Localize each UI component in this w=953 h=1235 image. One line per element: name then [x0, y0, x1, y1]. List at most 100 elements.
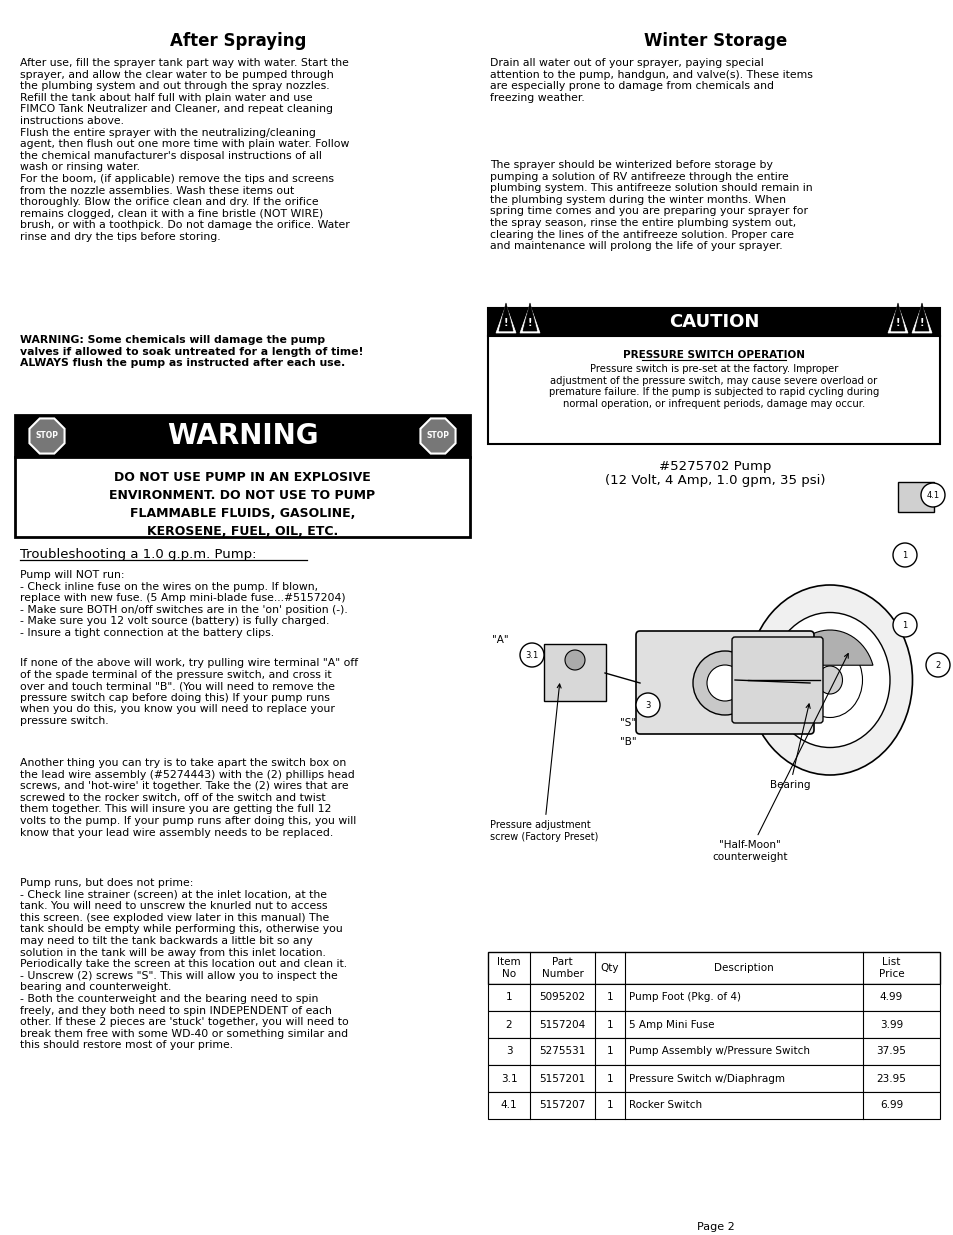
Ellipse shape — [797, 642, 862, 718]
Circle shape — [706, 664, 742, 701]
Text: 2: 2 — [505, 1020, 512, 1030]
Text: 5275531: 5275531 — [538, 1046, 585, 1056]
Bar — [488, 308, 939, 336]
Circle shape — [920, 483, 944, 508]
Text: "S": "S" — [619, 718, 636, 727]
Circle shape — [519, 643, 543, 667]
Text: Winter Storage: Winter Storage — [643, 32, 786, 49]
Circle shape — [564, 650, 584, 671]
Text: !: ! — [527, 317, 532, 329]
Text: 3: 3 — [505, 1046, 512, 1056]
Text: 4.1: 4.1 — [500, 1100, 517, 1110]
Text: Item
No: Item No — [497, 957, 520, 979]
Text: After Spraying: After Spraying — [171, 32, 306, 49]
Text: 1: 1 — [606, 1046, 613, 1056]
Text: Pressure adjustment
screw (Factory Preset): Pressure adjustment screw (Factory Prese… — [490, 684, 598, 841]
Text: If none of the above will work, try pulling wire terminal "A" off
of the spade t: If none of the above will work, try pull… — [20, 658, 357, 726]
Text: 5157201: 5157201 — [538, 1073, 585, 1083]
Text: Pump runs, but does not prime:
- Check line strainer (screen) at the inlet locat: Pump runs, but does not prime: - Check l… — [20, 878, 349, 1051]
Text: Pump will NOT run:
- Check inline fuse on the wires on the pump. If blown,
repla: Pump will NOT run: - Check inline fuse o… — [20, 571, 348, 638]
Text: !: ! — [895, 317, 900, 329]
Bar — [15, 415, 470, 457]
Text: Description: Description — [714, 963, 773, 973]
Ellipse shape — [747, 585, 911, 776]
Text: 5157207: 5157207 — [538, 1100, 585, 1110]
Text: Another thing you can try is to take apart the switch box on
the lead wire assem: Another thing you can try is to take apa… — [20, 758, 355, 837]
Text: Qty: Qty — [600, 963, 618, 973]
Text: !: ! — [503, 317, 508, 329]
Text: 2: 2 — [934, 661, 940, 669]
Text: Rocker Switch: Rocker Switch — [628, 1100, 701, 1110]
Text: "A": "A" — [492, 635, 508, 645]
Text: #5275702 Pump: #5275702 Pump — [659, 459, 770, 473]
Bar — [15, 457, 470, 537]
Bar — [488, 1092, 939, 1119]
Text: Part
Number: Part Number — [541, 957, 583, 979]
Text: 5157204: 5157204 — [538, 1020, 585, 1030]
Text: Bearing: Bearing — [769, 704, 810, 790]
Polygon shape — [887, 305, 907, 333]
Text: !: ! — [919, 317, 923, 329]
Text: Pressure Switch w/Diaphragm: Pressure Switch w/Diaphragm — [628, 1073, 784, 1083]
Polygon shape — [786, 630, 872, 666]
Text: 3.1: 3.1 — [525, 651, 538, 659]
Text: 5 Amp Mini Fuse: 5 Amp Mini Fuse — [628, 1020, 714, 1030]
Text: The sprayer should be winterized before storage by
pumping a solution of RV anti: The sprayer should be winterized before … — [490, 161, 812, 251]
Text: List
Price: List Price — [878, 957, 903, 979]
FancyBboxPatch shape — [543, 643, 605, 701]
Text: 1: 1 — [606, 1100, 613, 1110]
Text: KEROSENE, FUEL, OIL, ETC.: KEROSENE, FUEL, OIL, ETC. — [147, 525, 337, 538]
Text: 4.99: 4.99 — [879, 993, 902, 1003]
Text: 1: 1 — [606, 1020, 613, 1030]
FancyBboxPatch shape — [731, 637, 822, 722]
Text: Pump Assembly w/Pressure Switch: Pump Assembly w/Pressure Switch — [628, 1046, 809, 1056]
Text: After use, fill the sprayer tank part way with water. Start the
sprayer, and all: After use, fill the sprayer tank part wa… — [20, 58, 350, 242]
Bar — [488, 336, 939, 445]
FancyBboxPatch shape — [636, 631, 813, 734]
Text: 1: 1 — [606, 993, 613, 1003]
Text: WARNING: WARNING — [167, 422, 318, 450]
Polygon shape — [890, 303, 904, 331]
Text: 3.99: 3.99 — [879, 1020, 902, 1030]
Text: Pressure switch is pre-set at the factory. Improper
adjustment of the pressure s: Pressure switch is pre-set at the factor… — [548, 364, 879, 409]
Polygon shape — [496, 305, 516, 333]
Circle shape — [692, 651, 757, 715]
Text: Troubleshooting a 1.0 g.p.m. Pump:: Troubleshooting a 1.0 g.p.m. Pump: — [20, 548, 256, 561]
Polygon shape — [911, 305, 931, 333]
Text: CAUTION: CAUTION — [668, 312, 759, 331]
Text: 1: 1 — [902, 551, 906, 559]
Text: "Half-Moon"
counterweight: "Half-Moon" counterweight — [712, 653, 847, 862]
Polygon shape — [914, 303, 928, 331]
Ellipse shape — [817, 666, 841, 694]
Text: 1: 1 — [902, 620, 906, 630]
Circle shape — [925, 653, 949, 677]
Text: 4.1: 4.1 — [925, 490, 939, 499]
Text: Drain all water out of your sprayer, paying special
attention to the pump, handg: Drain all water out of your sprayer, pay… — [490, 58, 812, 103]
Text: 6.99: 6.99 — [879, 1100, 902, 1110]
Text: STOP: STOP — [35, 431, 58, 441]
Circle shape — [892, 543, 916, 567]
Circle shape — [892, 613, 916, 637]
Circle shape — [636, 693, 659, 718]
Text: 37.95: 37.95 — [876, 1046, 905, 1056]
Bar — [488, 952, 939, 984]
Text: STOP: STOP — [426, 431, 449, 441]
Text: FLAMMABLE FLUIDS, GASOLINE,: FLAMMABLE FLUIDS, GASOLINE, — [130, 508, 355, 520]
Bar — [488, 1011, 939, 1037]
Text: 1: 1 — [606, 1073, 613, 1083]
Polygon shape — [519, 305, 539, 333]
Bar — [488, 984, 939, 1011]
FancyBboxPatch shape — [897, 482, 933, 513]
Text: 1: 1 — [505, 993, 512, 1003]
Polygon shape — [522, 303, 537, 331]
Text: ENVIRONMENT. DO NOT USE TO PUMP: ENVIRONMENT. DO NOT USE TO PUMP — [110, 489, 375, 501]
Text: DO NOT USE PUMP IN AN EXPLOSIVE: DO NOT USE PUMP IN AN EXPLOSIVE — [114, 471, 371, 484]
Bar — [488, 1037, 939, 1065]
Text: Pump Foot (Pkg. of 4): Pump Foot (Pkg. of 4) — [628, 993, 740, 1003]
Bar — [488, 1065, 939, 1092]
Text: 23.95: 23.95 — [876, 1073, 905, 1083]
Ellipse shape — [769, 613, 889, 747]
Text: 5095202: 5095202 — [538, 993, 585, 1003]
Text: WARNING: Some chemicals will damage the pump
valves if allowed to soak untreated: WARNING: Some chemicals will damage the … — [20, 335, 363, 368]
Text: 3.1: 3.1 — [500, 1073, 517, 1083]
